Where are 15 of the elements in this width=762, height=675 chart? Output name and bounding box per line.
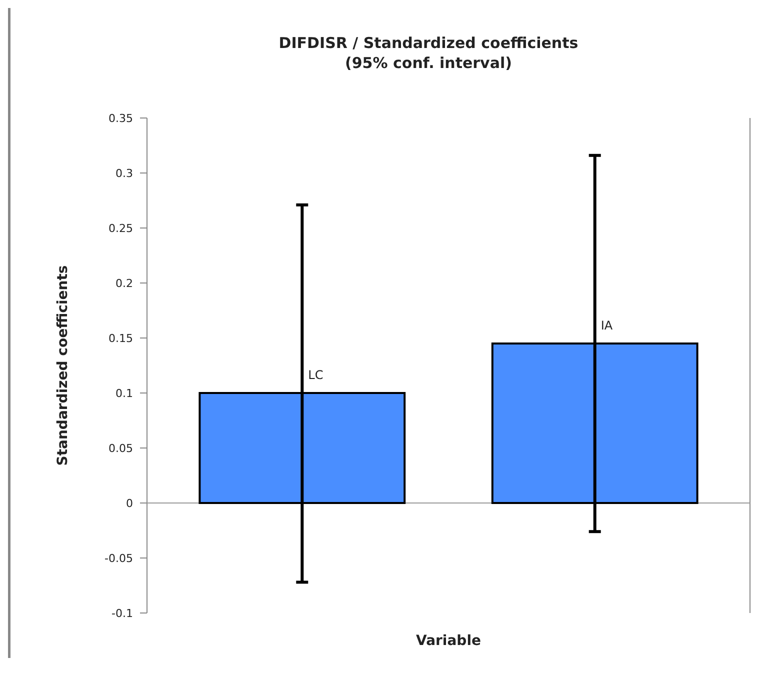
y-tick-label: 0.2: [116, 276, 133, 290]
y-tick-label: 0.35: [108, 112, 133, 125]
chart-title: DIFDISR / Standardized coefficients (95% conf. interval): [278, 34, 578, 72]
y-tick-label: 0.25: [108, 222, 133, 235]
y-tick-label: 0.1: [116, 386, 133, 400]
y-tick-label: 0.3: [116, 166, 133, 180]
x-axis-title: Variable: [416, 633, 481, 649]
y-tick-label: 0.15: [108, 332, 133, 345]
y-tick-label: 0: [126, 496, 133, 510]
x-tick-label: IA: [600, 318, 614, 332]
y-tick-label: 0.05: [108, 442, 133, 455]
y-tick-label: -0.05: [104, 552, 133, 565]
y-axis-title: Standardized coefficients: [55, 265, 71, 466]
x-tick-label: LC: [308, 368, 324, 382]
y-tick-label: -0.1: [112, 606, 133, 620]
